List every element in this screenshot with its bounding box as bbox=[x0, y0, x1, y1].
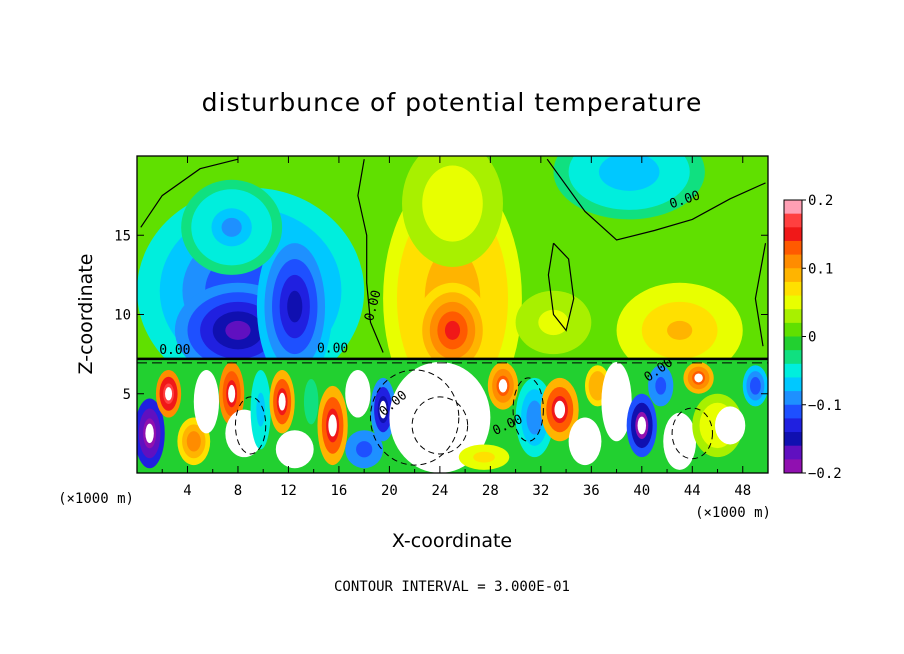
patch-core-4 bbox=[328, 414, 337, 437]
lower-patch-2-ring-2 bbox=[186, 431, 201, 452]
x-tick-label: 12 bbox=[280, 483, 297, 499]
colorbar-swatch bbox=[784, 404, 802, 419]
field-blob-9-band-4 bbox=[545, 316, 562, 329]
colorbar-swatch bbox=[784, 227, 802, 242]
x-tick-label: 44 bbox=[684, 483, 701, 499]
x-tick-label: 36 bbox=[583, 483, 600, 499]
lower-patch-12-ring-2 bbox=[356, 441, 373, 458]
colorbar-swatch bbox=[784, 336, 802, 351]
field-blob-3-band-4 bbox=[221, 217, 242, 237]
x-axis-label: X-coordinate bbox=[392, 530, 512, 552]
lower-patch-23-ring-2 bbox=[655, 376, 667, 395]
colorbar-swatch bbox=[784, 418, 802, 433]
colorbar-swatch bbox=[784, 240, 802, 256]
lower-patch-28-ring-2 bbox=[749, 376, 761, 395]
colorbar-swatch bbox=[784, 377, 802, 392]
colorbar-tick-label: −0.1 bbox=[808, 398, 842, 414]
x-tick-label: 40 bbox=[633, 483, 650, 499]
patch-core-2 bbox=[228, 384, 236, 403]
x-tick-label: 16 bbox=[330, 483, 347, 499]
field-blob-2-band-4 bbox=[287, 290, 303, 323]
patch-core-9 bbox=[694, 373, 703, 383]
field-blob-5-band-4 bbox=[444, 320, 461, 340]
colorbar-swatch bbox=[784, 350, 802, 365]
x-tick-label: 48 bbox=[734, 483, 751, 499]
y-axis-ticks: 5 10 15 bbox=[114, 228, 768, 403]
x-tick-label: 24 bbox=[431, 483, 448, 499]
heatmap-field bbox=[137, 156, 768, 473]
contour-interval-note: CONTOUR INTERVAL = 3.000E-01 bbox=[334, 579, 570, 595]
patch-core-1 bbox=[165, 387, 173, 401]
colorbar-tick-label: 0 bbox=[808, 330, 816, 346]
y-tick-label: 10 bbox=[114, 308, 131, 324]
colorbar-swatch bbox=[784, 391, 802, 406]
y-tick-label: 15 bbox=[114, 228, 131, 244]
lower-patch-8-ring-0 bbox=[275, 430, 314, 469]
colorbar-tick-label: 0.1 bbox=[808, 261, 833, 277]
field-blob-7-band-4 bbox=[614, 162, 645, 182]
x-axis-ticks: 4 8 12 16 20 24 28 32 36 40 44 48 bbox=[161, 156, 751, 499]
colorbar-swatch bbox=[784, 432, 802, 447]
colorbar-swatch bbox=[784, 295, 802, 310]
x-tick-label: 28 bbox=[482, 483, 499, 499]
y-unit-label: (×1000 m) bbox=[58, 491, 134, 507]
x-tick-label: 8 bbox=[234, 483, 242, 499]
y-axis-label: Z-coordinate bbox=[75, 254, 97, 375]
field-blob-6-band-4 bbox=[442, 190, 463, 217]
lower-patch-6-ring-2 bbox=[256, 392, 266, 427]
colorbar-swatch bbox=[784, 459, 802, 474]
contour-label-0: 0.00 bbox=[159, 343, 190, 358]
field-blob-1-band-4 bbox=[225, 320, 251, 340]
lower-patch-17-ring-2 bbox=[526, 400, 543, 435]
zero-contour-2 bbox=[546, 158, 766, 241]
colorbar-swatch bbox=[784, 309, 802, 324]
colorbar-swatch bbox=[784, 363, 802, 378]
patch-core-6 bbox=[498, 379, 508, 393]
colorbar-swatch bbox=[784, 268, 802, 283]
zero-contour-3 bbox=[547, 242, 575, 332]
chart-title: disturbunce of potential temperature bbox=[202, 88, 703, 117]
colorbar-swatch bbox=[784, 281, 802, 297]
lower-patch-21-ring-0 bbox=[601, 362, 632, 442]
lower-patch-14-ring-0 bbox=[389, 362, 491, 473]
x-tick-label: 4 bbox=[183, 483, 191, 499]
lower-patch-3-ring-0 bbox=[193, 369, 220, 434]
lower-patch-20-ring-2 bbox=[592, 376, 604, 395]
patch-core-0 bbox=[145, 423, 154, 444]
x-unit-label: (×1000 m) bbox=[695, 505, 771, 521]
lower-patch-11-ring-0 bbox=[345, 369, 371, 418]
negative-contour-3 bbox=[234, 396, 267, 455]
zero-contour-0 bbox=[140, 158, 239, 228]
lower-patch-27-ring-0 bbox=[714, 406, 746, 445]
field-blob-8-band-4 bbox=[667, 320, 693, 340]
patch-core-8 bbox=[637, 416, 647, 435]
negative-contour-4 bbox=[512, 377, 544, 442]
colorbar: 0.2 0.1 0 −0.1 −0.2 bbox=[783, 193, 842, 482]
colorbar-swatch bbox=[784, 213, 802, 228]
negative-contour-1 bbox=[411, 396, 469, 455]
x-tick-label: 32 bbox=[532, 483, 549, 499]
colorbar-swatch bbox=[784, 445, 802, 460]
colorbar-tick-label: 0.2 bbox=[808, 193, 833, 209]
colorbar-swatch bbox=[784, 254, 802, 269]
lower-patch-15-ring-2 bbox=[473, 451, 495, 463]
lower-patch-24-ring-0 bbox=[663, 412, 697, 470]
colorbar-swatch bbox=[784, 322, 802, 337]
patch-core-5 bbox=[379, 400, 387, 419]
contour-label-1: 0.00 bbox=[317, 342, 348, 357]
colorbar-swatch bbox=[784, 200, 802, 215]
y-tick-label: 5 bbox=[123, 387, 131, 403]
patch-core-3 bbox=[278, 392, 286, 411]
zero-contour-4 bbox=[754, 243, 767, 347]
negative-contour-0 bbox=[369, 369, 460, 466]
lower-patch-19-ring-0 bbox=[568, 417, 602, 466]
colorbar-tick-label: −0.2 bbox=[808, 466, 842, 482]
patch-core-7 bbox=[554, 400, 566, 419]
zero-contour-1 bbox=[357, 159, 384, 353]
x-tick-label: 20 bbox=[381, 483, 398, 499]
lower-patch-9-ring-2 bbox=[306, 388, 316, 416]
negative-contour-2 bbox=[671, 407, 713, 460]
